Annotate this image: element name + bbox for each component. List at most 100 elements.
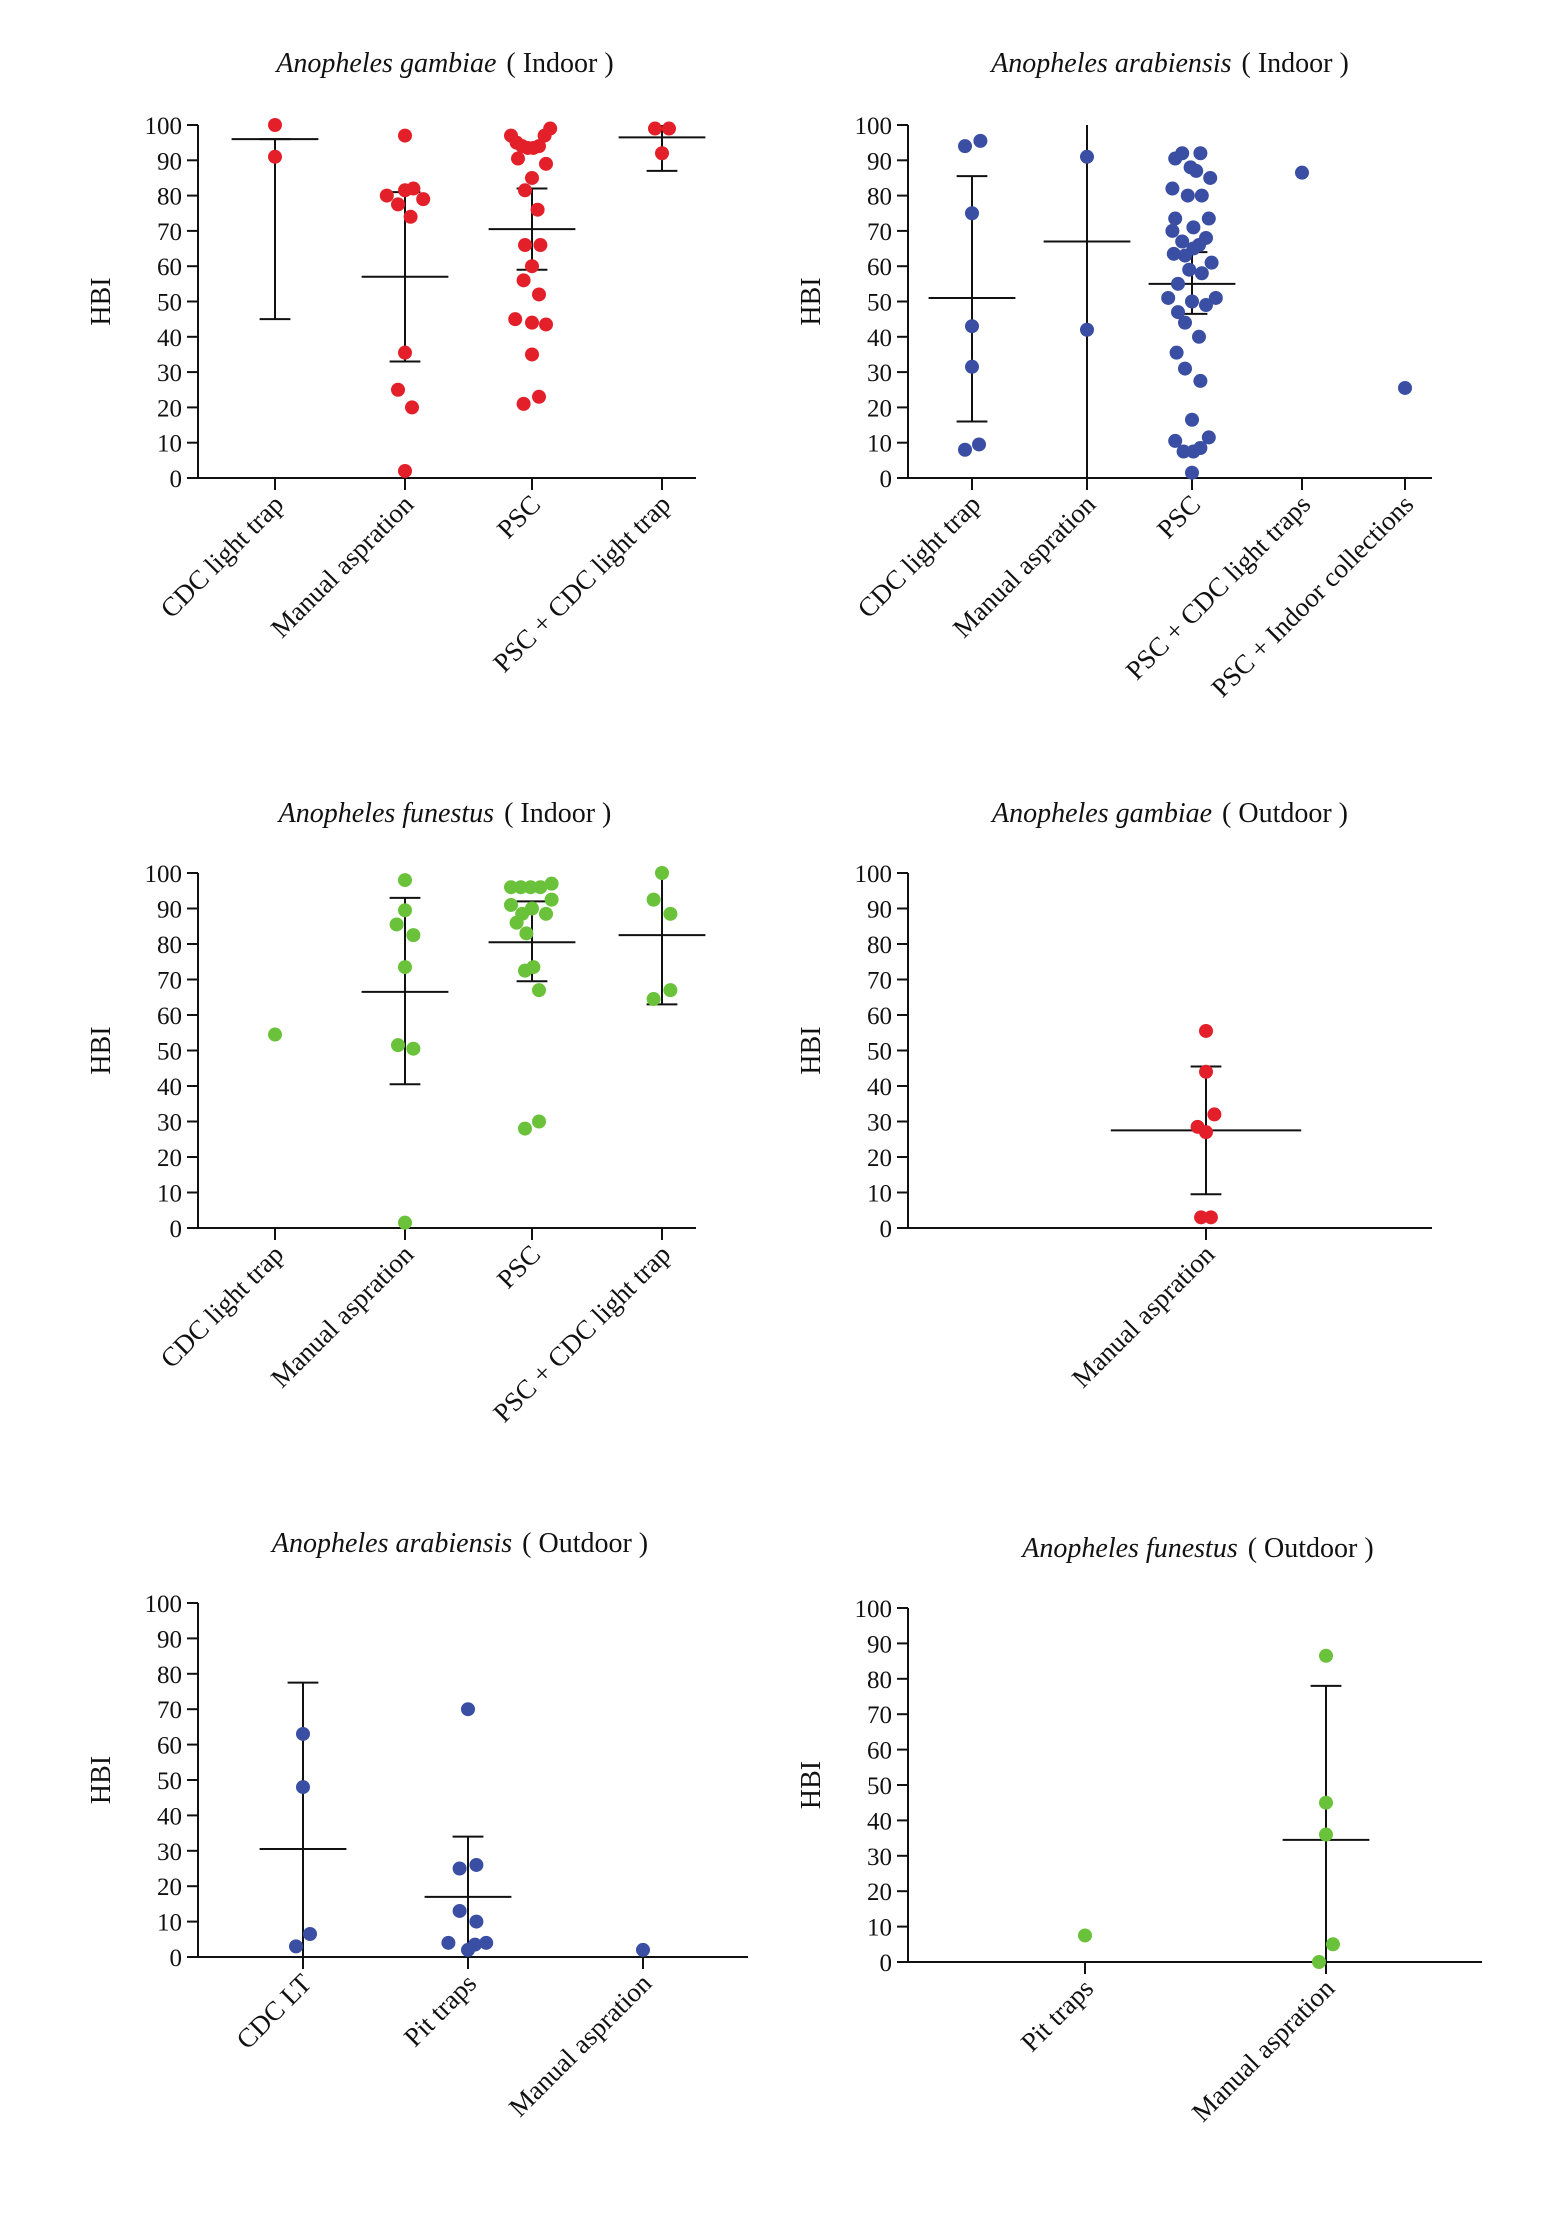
category-label: PSC <box>491 489 546 544</box>
category-label: Manual aspration <box>1186 1973 1341 2128</box>
y-tick-label: 0 <box>170 1216 183 1243</box>
data-point <box>1080 322 1094 337</box>
panel-title-location: ( Outdoor ) <box>1222 798 1348 829</box>
category-label: Pit traps <box>398 1968 482 2052</box>
data-point <box>516 273 531 288</box>
y-tick-label: 80 <box>157 1662 182 1689</box>
y-tick-label: 20 <box>157 395 182 422</box>
data-point <box>518 238 532 253</box>
y-tick-label: 60 <box>157 1733 182 1760</box>
data-point <box>532 139 546 154</box>
data-point <box>1208 290 1223 305</box>
data-point <box>1171 276 1185 291</box>
error-bar <box>1043 125 1131 478</box>
data-point <box>1295 165 1309 180</box>
data-point <box>518 1121 532 1136</box>
data-point <box>1166 246 1181 261</box>
data-point <box>523 880 538 895</box>
data-point <box>1178 248 1192 263</box>
data-point <box>1207 1107 1222 1122</box>
panel-title: Anopheles arabiensis ( Outdoor ) <box>270 1528 648 1559</box>
y-tick-label: 0 <box>880 1216 893 1243</box>
panel-title-location: ( Outdoor ) <box>1248 1533 1374 1564</box>
category-label: CDC light trap <box>155 1239 290 1374</box>
data-point <box>1185 294 1199 309</box>
data-point <box>655 146 669 161</box>
data-point <box>533 238 548 253</box>
data-point <box>530 202 545 217</box>
panel-title-species: Anopheles arabiensis <box>270 1528 512 1559</box>
y-tick-label: 0 <box>880 1950 893 1977</box>
data-point <box>1326 1937 1340 1952</box>
y-tick-label: 90 <box>867 148 892 175</box>
y-tick-label: 60 <box>157 254 182 281</box>
y-axis-label: HBI <box>796 1026 827 1074</box>
data-point <box>391 382 405 397</box>
y-tick-label: 60 <box>867 1003 892 1030</box>
data-point <box>663 983 678 998</box>
data-point <box>1199 1023 1213 1038</box>
data-point <box>1194 1210 1209 1225</box>
data-point <box>646 892 661 907</box>
y-tick-label: 40 <box>157 325 182 352</box>
panel-5: Anopheles arabiensis ( Outdoor ) HBI 0 10 20 3… <box>86 1528 748 2122</box>
data-point <box>398 903 412 918</box>
data-point <box>391 197 405 212</box>
data-point <box>1319 1795 1333 1810</box>
y-tick-label: 40 <box>867 1808 892 1835</box>
data-point <box>532 983 546 998</box>
panel-title-species: Anopheles gambiae <box>990 798 1212 829</box>
data-point <box>504 880 518 895</box>
data-point <box>532 287 546 302</box>
y-tick-label: 50 <box>157 1768 182 1795</box>
data-point <box>398 960 412 975</box>
data-point <box>965 359 979 374</box>
y-tick-label: 10 <box>157 431 182 458</box>
data-point <box>1203 1210 1218 1225</box>
y-tick-label: 50 <box>867 1039 892 1066</box>
y-tick-label: 20 <box>867 1879 892 1906</box>
data-point <box>1168 211 1183 226</box>
category-label: CDC LT <box>230 1968 317 2055</box>
data-point <box>539 156 553 171</box>
data-point <box>532 389 546 404</box>
panel-3: Anopheles funestus ( Indoor ) HBI 0 10 20 30 40… <box>86 798 706 1428</box>
y-tick-label: 20 <box>157 1145 182 1172</box>
error-bar <box>259 1681 347 1957</box>
y-tick-label: 40 <box>867 1074 892 1101</box>
data-point <box>406 1041 421 1056</box>
panel-title-species: Anopheles arabiensis <box>989 48 1231 79</box>
data-point <box>416 192 431 207</box>
panel-title-species: Anopheles gambiae <box>274 48 496 79</box>
data-point <box>516 396 531 411</box>
data-point <box>1175 234 1190 249</box>
data-point <box>1169 345 1184 360</box>
data-point <box>1193 440 1208 455</box>
y-tick-label: 90 <box>157 1626 182 1653</box>
data-point <box>1199 1064 1213 1079</box>
data-point <box>268 1027 282 1042</box>
data-point <box>398 345 412 360</box>
panel-title: Anopheles funestus ( Outdoor ) <box>1020 1533 1373 1564</box>
data-point <box>519 926 534 941</box>
y-tick-label: 50 <box>157 1039 182 1066</box>
data-point <box>1185 465 1199 480</box>
y-axis-label: HBI <box>796 1761 827 1809</box>
data-point <box>1078 1928 1092 1943</box>
y-tick-label: 30 <box>157 1839 182 1866</box>
data-point <box>441 1935 456 1950</box>
y-tick-label: 30 <box>867 1844 892 1871</box>
data-point <box>518 183 532 198</box>
y-tick-label: 70 <box>157 968 182 995</box>
data-point <box>544 876 559 891</box>
data-point <box>289 1939 303 1954</box>
data-point <box>965 206 979 221</box>
data-point <box>1319 1648 1333 1663</box>
data-point <box>1180 188 1195 203</box>
y-tick-label: 70 <box>157 219 182 246</box>
y-tick-label: 90 <box>867 1631 892 1658</box>
y-tick-label: 70 <box>867 968 892 995</box>
y-tick-label: 80 <box>867 184 892 211</box>
category-label: PSC <box>1151 489 1206 544</box>
